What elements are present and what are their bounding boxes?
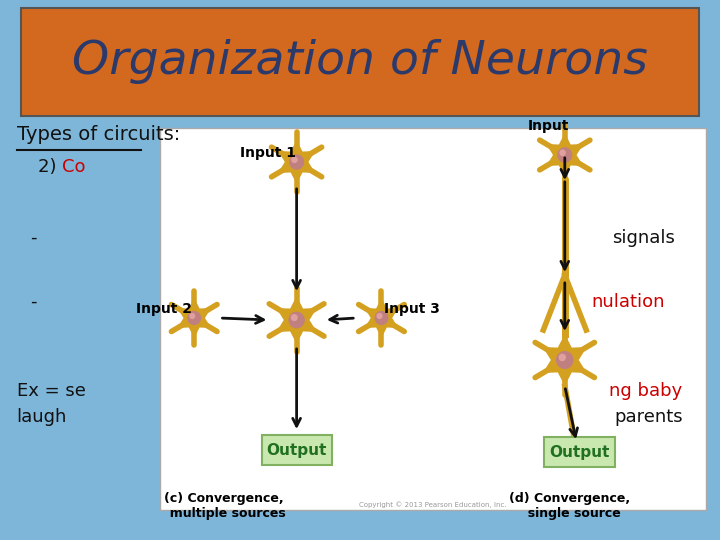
Text: nulation: nulation	[591, 293, 665, 311]
Text: (c) Convergence,
  multiple sources: (c) Convergence, multiple sources	[161, 492, 286, 520]
Circle shape	[375, 312, 387, 325]
Text: -: -	[30, 293, 37, 311]
Circle shape	[190, 314, 194, 319]
Text: Types of circuits:: Types of circuits:	[17, 125, 180, 144]
Text: signals: signals	[611, 229, 675, 247]
Text: -: -	[30, 229, 37, 247]
Circle shape	[557, 352, 573, 368]
Text: Copyright © 2013 Pearson Education, Inc.: Copyright © 2013 Pearson Education, Inc.	[359, 502, 507, 508]
Circle shape	[289, 312, 304, 328]
Text: laugh: laugh	[17, 408, 67, 426]
Text: Organization of Neurons: Organization of Neurons	[72, 39, 648, 84]
Text: Ex = se: Ex = se	[17, 382, 86, 400]
Text: (d) Convergence,
  single source: (d) Convergence, single source	[509, 492, 630, 520]
Polygon shape	[276, 296, 317, 344]
Text: parents: parents	[615, 408, 683, 426]
Text: ng baby: ng baby	[608, 382, 682, 400]
Text: Co: Co	[62, 158, 85, 176]
Text: Output: Output	[549, 444, 610, 460]
Text: Output: Output	[266, 442, 327, 457]
FancyBboxPatch shape	[160, 128, 706, 510]
Text: Input 2: Input 2	[135, 302, 192, 316]
Text: Input: Input	[528, 119, 569, 133]
FancyBboxPatch shape	[261, 435, 332, 465]
FancyBboxPatch shape	[544, 437, 615, 467]
Circle shape	[188, 312, 200, 325]
Circle shape	[292, 157, 297, 163]
FancyBboxPatch shape	[21, 8, 699, 116]
Polygon shape	[546, 133, 583, 177]
Polygon shape	[364, 298, 398, 338]
Polygon shape	[543, 334, 587, 386]
Circle shape	[558, 148, 572, 162]
Polygon shape	[177, 298, 211, 338]
Circle shape	[377, 314, 382, 319]
Text: Input 3: Input 3	[384, 302, 440, 316]
Circle shape	[559, 354, 565, 361]
Text: 2): 2)	[38, 158, 63, 176]
Polygon shape	[278, 140, 315, 184]
Text: Input 1: Input 1	[240, 146, 296, 160]
Circle shape	[289, 155, 303, 169]
Circle shape	[292, 315, 297, 320]
Circle shape	[560, 150, 565, 156]
